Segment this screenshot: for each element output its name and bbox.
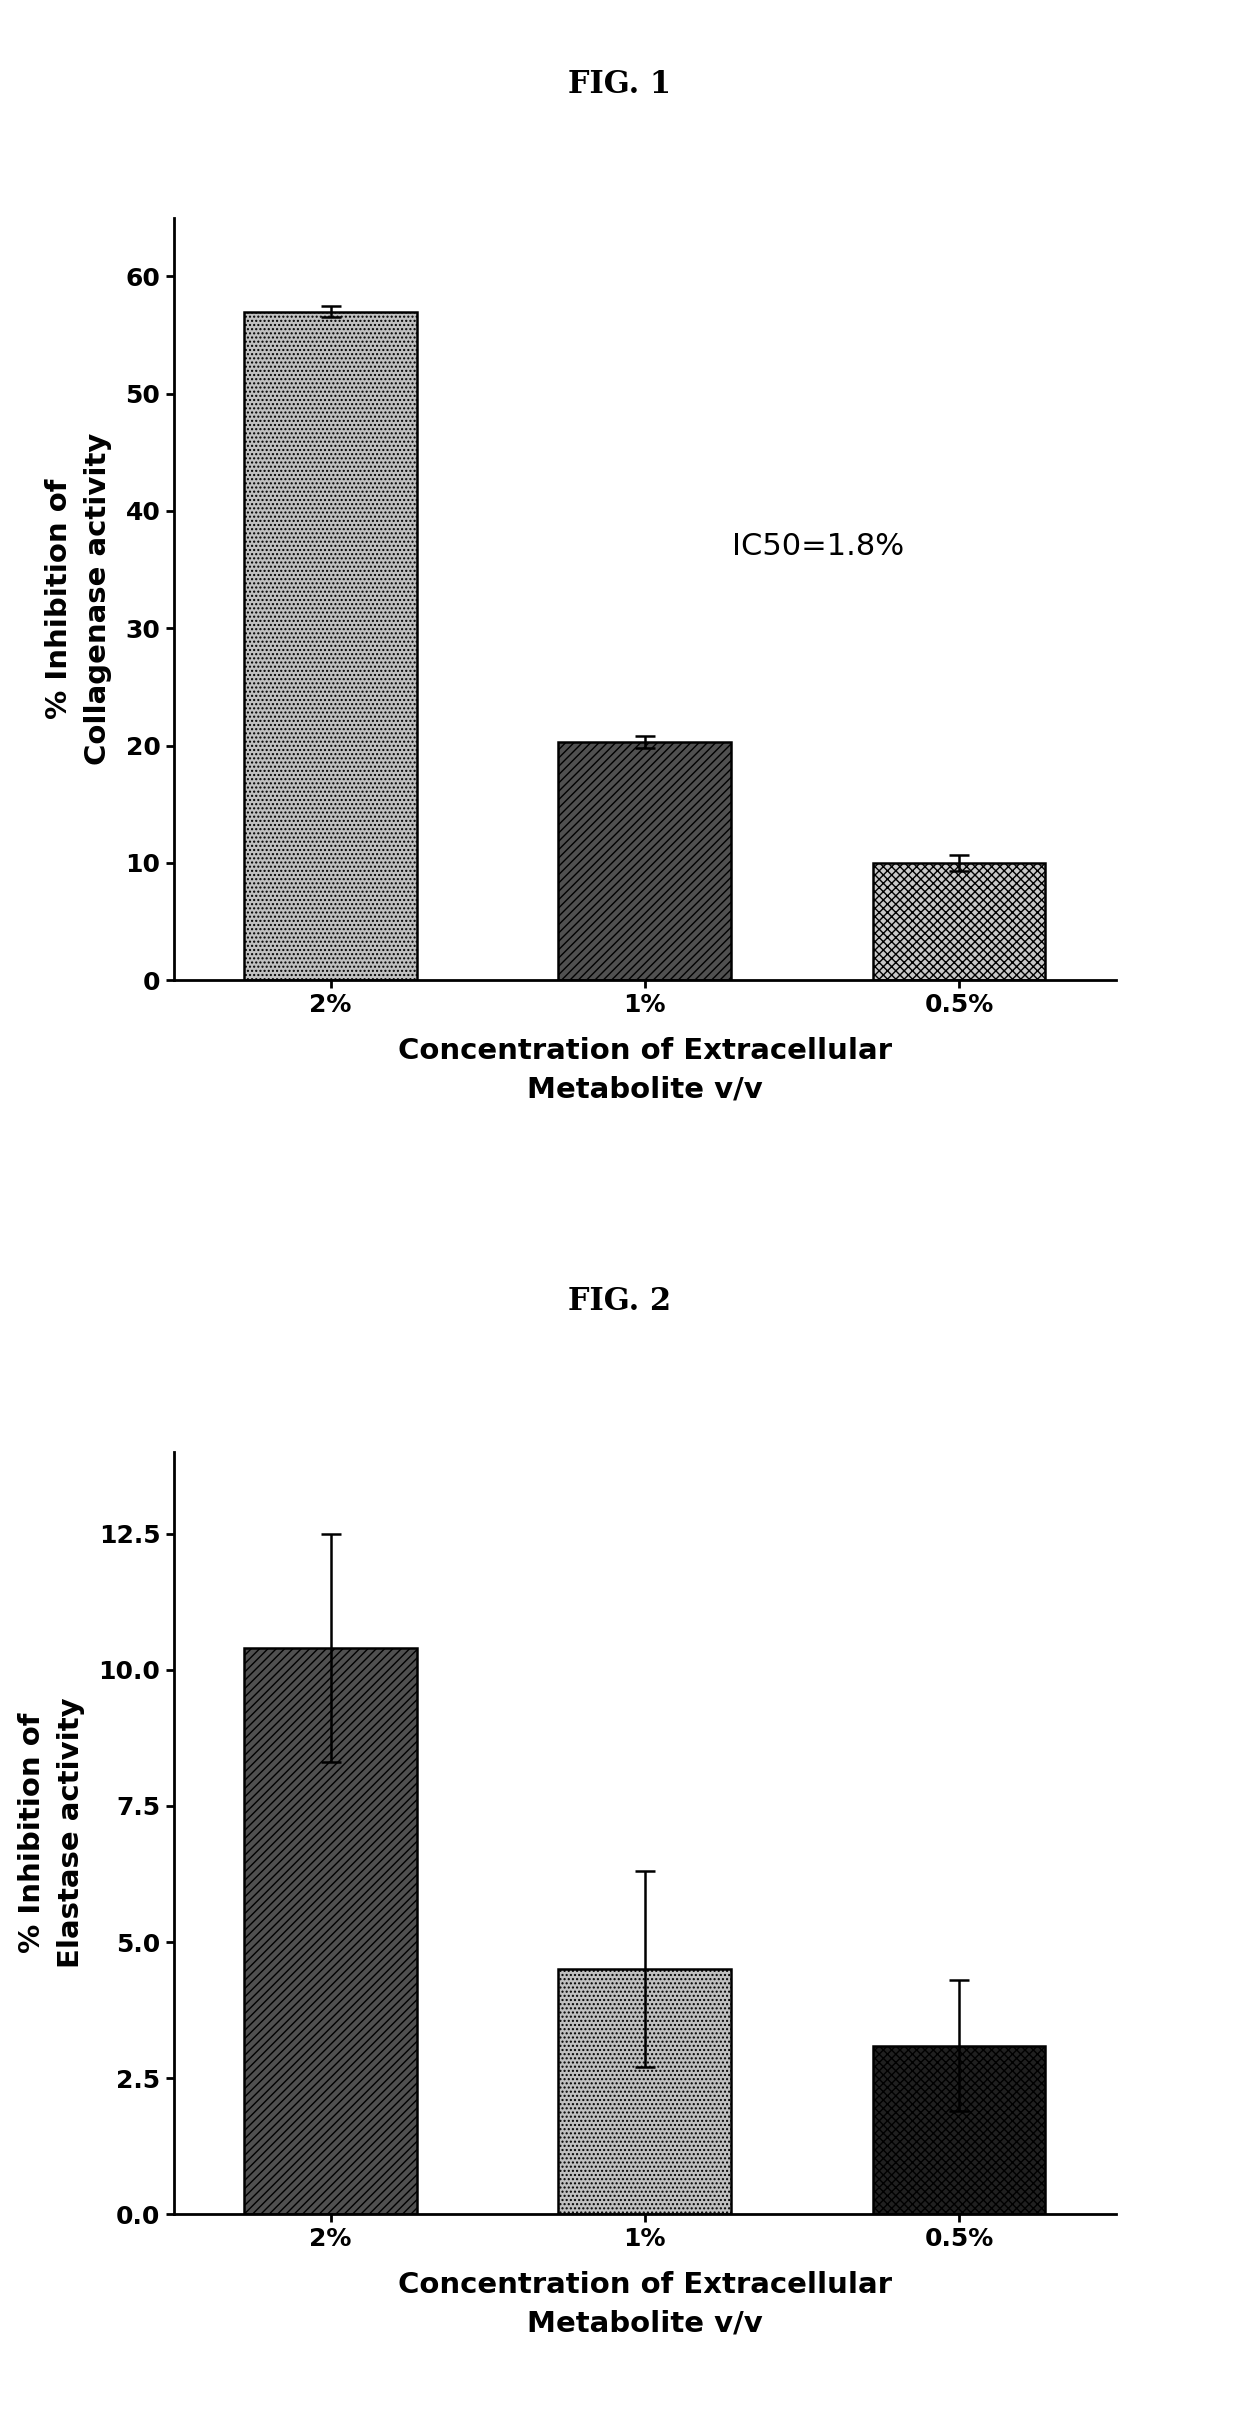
Text: FIG. 1: FIG. 1 [568, 70, 672, 99]
Y-axis label: % Inhibition of
Collagenase activity: % Inhibition of Collagenase activity [45, 433, 112, 765]
X-axis label: Concentration of Extracellular
Metabolite v/v: Concentration of Extracellular Metabolit… [398, 1036, 892, 1104]
X-axis label: Concentration of Extracellular
Metabolite v/v: Concentration of Extracellular Metabolit… [398, 2270, 892, 2338]
Y-axis label: % Inhibition of
Elastase activity: % Inhibition of Elastase activity [17, 1699, 84, 1967]
Bar [873, 2045, 1045, 2214]
Bar [558, 743, 732, 980]
Bar [244, 1648, 417, 2214]
Bar [558, 1970, 732, 2214]
Bar [244, 312, 417, 980]
Text: IC50=1.8%: IC50=1.8% [732, 532, 904, 561]
Text: FIG. 2: FIG. 2 [568, 1287, 672, 1316]
Bar [873, 864, 1045, 980]
